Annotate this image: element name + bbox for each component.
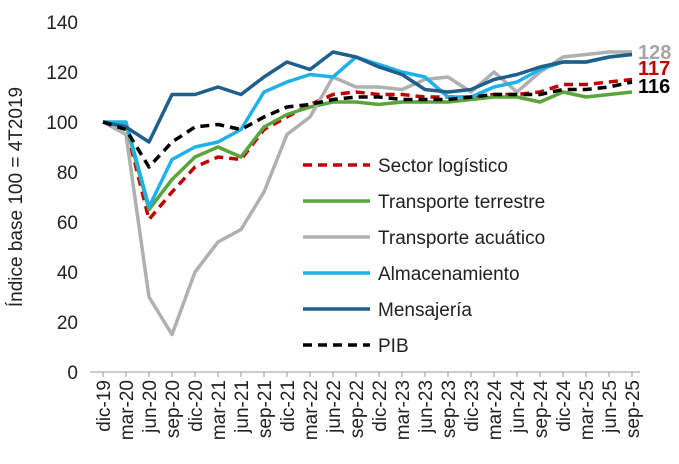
y-tick-label: 60	[57, 213, 78, 234]
series-line	[102, 90, 633, 212]
series-line	[103, 52, 633, 209]
x-tick-label: jun-23	[416, 380, 437, 434]
end-label: 116	[638, 76, 670, 98]
x-tick-label: sep-24	[531, 380, 552, 439]
y-tick-label: 80	[57, 163, 78, 184]
x-tick-label: dic-23	[462, 380, 483, 432]
legend-label: Sector logístico	[378, 156, 508, 177]
legend-label: PIB	[378, 336, 409, 357]
legend-label: Mensajería	[378, 300, 472, 321]
legend-label: Transporte acuático	[378, 228, 545, 249]
x-tick-label: jun-22	[324, 380, 345, 434]
y-tick-label: 40	[57, 263, 78, 284]
y-tick-label: 20	[57, 313, 78, 334]
x-tick-label: mar-23	[393, 380, 414, 440]
x-tick-label: mar-21	[209, 380, 230, 440]
x-tick-label: dic-20	[186, 380, 207, 432]
x-tick-label: sep-22	[347, 380, 368, 438]
end-label: 117	[638, 58, 670, 80]
series-line	[102, 77, 633, 222]
x-tick-label: sep-23	[439, 380, 460, 438]
y-tick-label: 100	[46, 113, 78, 134]
x-tick-label: dic-21	[278, 380, 299, 432]
y-tick-label: 0	[67, 363, 78, 384]
series-line	[102, 80, 633, 169]
legend-label: Transporte terrestre	[378, 192, 545, 213]
x-tick-label: jun-24	[508, 380, 529, 434]
x-tick-label: sep-20	[163, 380, 184, 438]
x-tick-label: jun-21	[232, 380, 253, 434]
end-label: 128	[638, 42, 671, 64]
x-tick-label: mar-24	[485, 380, 506, 441]
x-tick-label: sep-21	[255, 380, 276, 438]
x-tick-label: dic-19	[94, 380, 115, 432]
x-tick-label: mar-22	[301, 380, 322, 440]
x-tick-label: dic-22	[370, 380, 391, 432]
x-tick-label: sep-25	[623, 380, 644, 438]
legend-label: Almacenamiento	[378, 264, 520, 285]
x-tick-label: jun-20	[140, 380, 161, 434]
y-axis-label: Índice base 100 = 4T2019	[6, 87, 27, 307]
x-tick-label: jun-25	[600, 380, 621, 434]
x-tick-label: mar-25	[577, 380, 598, 440]
y-tick-label: 140	[46, 13, 78, 34]
y-tick-label: 120	[46, 63, 78, 84]
x-tick-label: dic-24	[554, 380, 575, 432]
x-tick-label: mar-20	[117, 380, 138, 440]
series-line	[102, 50, 633, 144]
